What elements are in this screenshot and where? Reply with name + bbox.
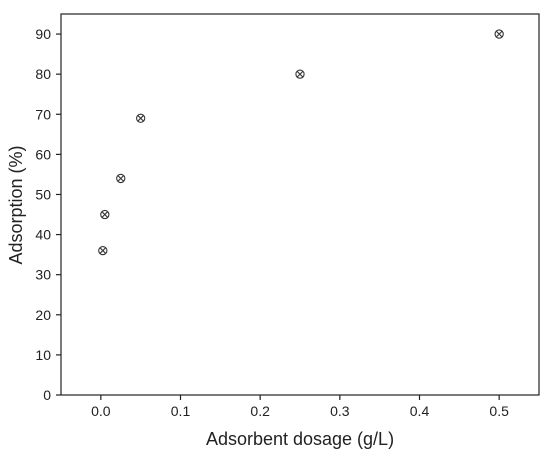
plot-frame: [60, 13, 540, 396]
data-points: [98, 29, 504, 256]
point-cross-marker: [101, 211, 109, 218]
point-circle-marker: [98, 245, 108, 256]
data-point: [98, 245, 108, 256]
point-cross-marker: [296, 70, 304, 78]
point-cross-marker: [495, 30, 503, 38]
data-point: [295, 69, 305, 79]
point-circle-marker: [116, 173, 126, 184]
x-tick-label: 0.0: [91, 403, 111, 419]
data-point: [494, 29, 504, 39]
x-tick-label: 0.3: [330, 403, 350, 419]
y-tick-label: 10: [35, 347, 51, 363]
data-point: [136, 113, 146, 123]
point-circle-marker: [136, 113, 146, 123]
data-point: [116, 173, 126, 184]
point-cross-marker: [99, 247, 107, 254]
point-cross-marker: [137, 114, 145, 122]
x-axis-title: Adsorbent dosage (g/L): [206, 429, 394, 449]
y-tick-label: 50: [35, 186, 51, 202]
y-tick-label: 60: [35, 146, 51, 162]
y-tick-label: 80: [35, 66, 51, 82]
data-point: [100, 209, 110, 220]
y-tick-label: 30: [35, 267, 51, 283]
x-tick-label: 0.2: [250, 403, 270, 419]
y-tick-label: 70: [35, 106, 51, 122]
y-axis-ticks: 0 10 20 30 40 50 60 70 80 90: [35, 26, 61, 403]
y-tick-label: 0: [43, 387, 51, 403]
x-axis-ticks: 0.0 0.1 0.2 0.3 0.4 0.5: [91, 395, 509, 419]
x-tick-label: 0.5: [489, 403, 509, 419]
point-circle-marker: [100, 209, 110, 220]
y-axis-title: Adsorption (%): [6, 145, 26, 264]
y-tick-label: 40: [35, 227, 51, 243]
point-cross-marker: [117, 175, 125, 182]
point-circle-marker: [494, 29, 504, 39]
x-tick-label: 0.4: [410, 403, 430, 419]
x-tick-label: 0.1: [171, 403, 191, 419]
y-tick-label: 90: [35, 26, 51, 42]
y-tick-label: 20: [35, 307, 51, 323]
point-circle-marker: [295, 69, 305, 79]
